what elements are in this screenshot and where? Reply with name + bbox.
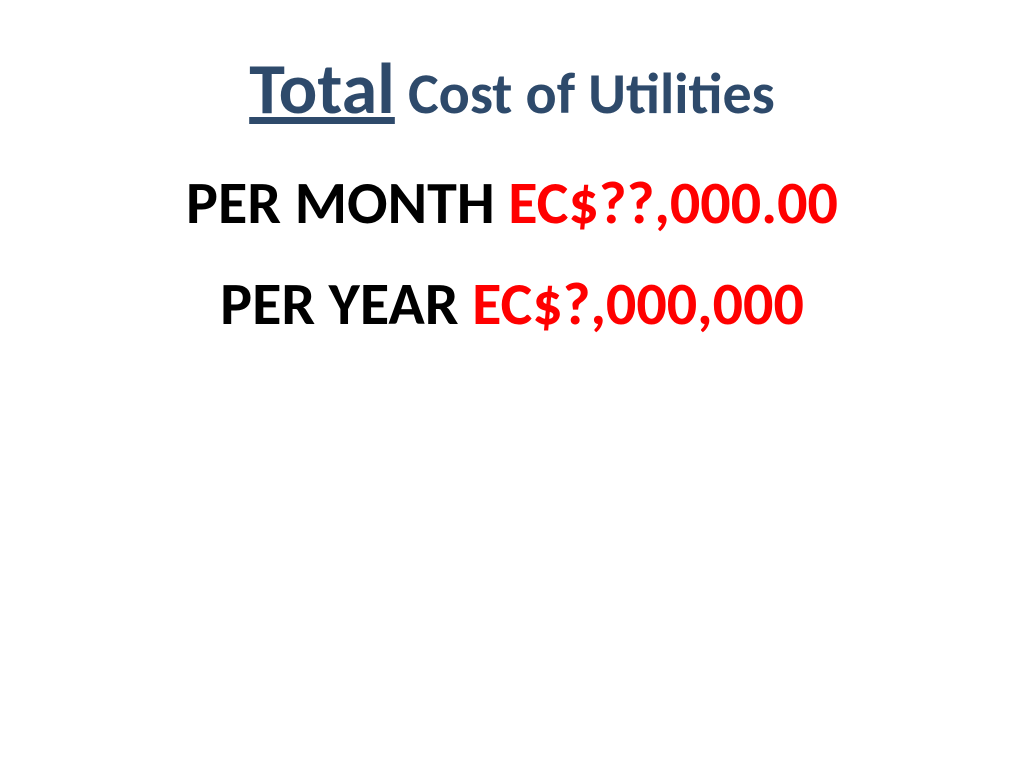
slide-container: Total Cost of Utilities PER MONTH EC$??,… <box>0 0 1024 768</box>
title-word-total: Total <box>249 45 395 133</box>
per-month-amount: EC$??,000.00 <box>508 167 838 240</box>
per-month-label: PER MONTH <box>186 167 508 240</box>
per-month-line: PER MONTH EC$??,000.00 <box>0 163 1024 244</box>
per-year-label: PER YEAR <box>220 268 472 341</box>
title-rest: Cost of Utilities <box>395 58 775 129</box>
per-year-line: PER YEAR EC$?,000,000 <box>0 264 1024 345</box>
per-year-amount: EC$?,000,000 <box>472 268 804 341</box>
slide-title: Total Cost of Utilities <box>0 45 1024 133</box>
